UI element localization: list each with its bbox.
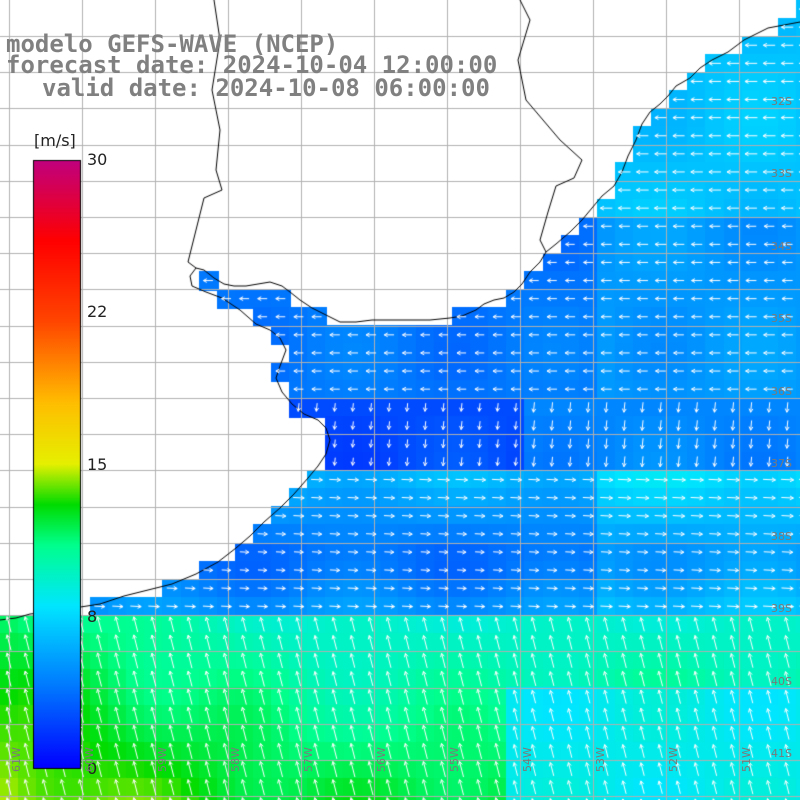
colorbar-tick-8: 8 <box>87 607 98 626</box>
lon-label-52w: 52W <box>667 747 680 772</box>
lon-label-60w: 60W <box>83 747 96 772</box>
lon-label-57w: 57W <box>302 747 315 772</box>
lat-label-34s: 34S <box>771 240 792 253</box>
lon-label-61w: 61W <box>10 747 23 772</box>
lon-label-58w: 58W <box>229 747 242 772</box>
colorbar-tick-0: 0 <box>87 759 98 778</box>
lon-label-51w: 51W <box>740 747 753 772</box>
colorbar-tick-22: 22 <box>87 302 108 321</box>
lon-label-59w: 59W <box>156 747 169 772</box>
colorbar-tick-30: 30 <box>87 150 108 169</box>
lon-label-54w: 54W <box>521 747 534 772</box>
lat-label-37s: 37S <box>771 457 792 470</box>
valid-date: valid date: 2024-10-08 06:00:00 <box>42 74 490 102</box>
lat-label-40s: 40S <box>771 675 792 688</box>
lon-label-56w: 56W <box>375 747 388 772</box>
colorbar-unit: [m/s] <box>34 131 76 150</box>
lon-label-53w: 53W <box>594 747 607 772</box>
model-title: modelo GEFS-WAVE (NCEP) <box>6 30 339 58</box>
lat-label-32s: 32S <box>771 95 792 108</box>
lon-label-55w: 55W <box>448 747 461 772</box>
colorbar-tick-15: 15 <box>87 455 108 474</box>
lat-label-33s: 33S <box>771 167 792 180</box>
lat-label-35s: 35S <box>771 312 792 325</box>
lat-label-36s: 36S <box>771 385 792 398</box>
lat-label-39s: 39S <box>771 602 792 615</box>
lat-label-38s: 38S <box>771 530 792 543</box>
forecast-date: forecast date: 2024-10-04 12:00:00 <box>6 51 498 79</box>
lat-label-41s: 41S <box>771 747 792 760</box>
